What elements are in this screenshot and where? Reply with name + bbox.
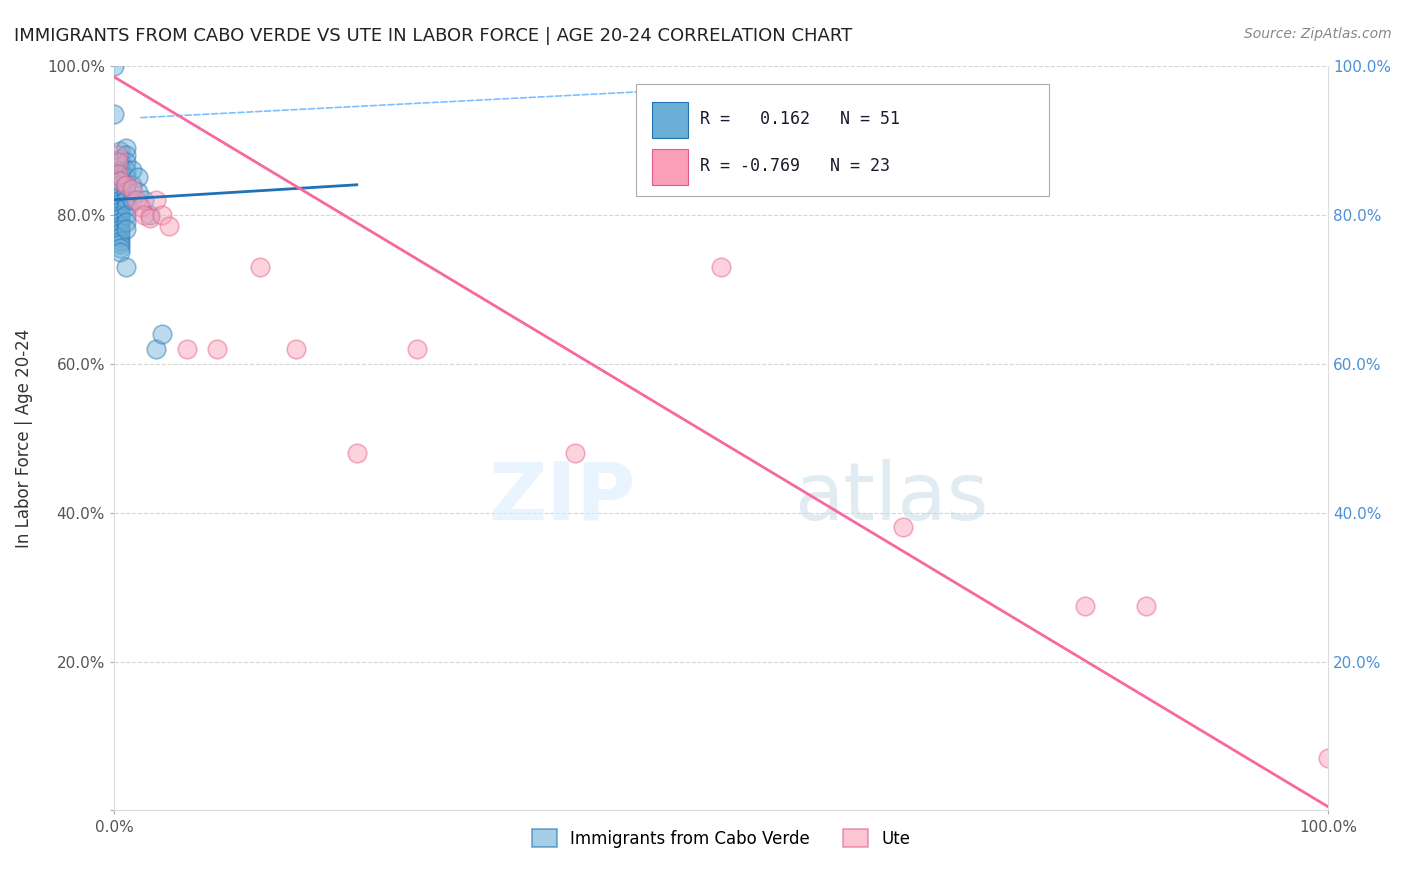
Point	[115, 155, 138, 169]
Point	[108, 186, 131, 200]
Point	[108, 200, 131, 214]
Point	[152, 208, 174, 222]
Text: ZIP: ZIP	[489, 458, 636, 537]
Text: IMMIGRANTS FROM CABO VERDE VS UTE IN LABOR FORCE | AGE 20-24 CORRELATION CHART: IMMIGRANTS FROM CABO VERDE VS UTE IN LAB…	[14, 27, 852, 45]
FancyBboxPatch shape	[652, 149, 689, 185]
Point	[108, 234, 131, 248]
Point	[115, 170, 138, 185]
Point	[121, 162, 143, 177]
Point	[1074, 599, 1097, 613]
Point	[115, 193, 138, 207]
Point	[115, 200, 138, 214]
Point	[115, 140, 138, 154]
Point	[115, 222, 138, 236]
Point	[108, 193, 131, 207]
Point	[108, 189, 131, 203]
Point	[103, 107, 125, 121]
Point	[285, 342, 308, 356]
Point	[1135, 599, 1157, 613]
Point	[108, 226, 131, 240]
Point	[346, 446, 368, 460]
Point	[121, 178, 143, 192]
Point	[145, 193, 167, 207]
Point	[108, 241, 131, 255]
Point	[108, 196, 131, 211]
Point	[108, 215, 131, 229]
Point	[125, 193, 148, 207]
Point	[564, 446, 586, 460]
Point	[115, 148, 138, 162]
Point	[107, 167, 129, 181]
Point	[134, 193, 156, 207]
Point	[1317, 751, 1340, 765]
Point	[249, 260, 271, 274]
Point	[891, 520, 914, 534]
Point	[108, 203, 131, 218]
Point	[108, 208, 131, 222]
Point	[157, 219, 180, 233]
Point	[108, 244, 131, 259]
Point	[108, 181, 131, 195]
Point	[103, 59, 125, 73]
Point	[134, 208, 156, 222]
Point	[115, 162, 138, 177]
Point	[115, 178, 138, 192]
Y-axis label: In Labor Force | Age 20-24: In Labor Force | Age 20-24	[15, 328, 32, 548]
Point	[176, 342, 198, 356]
FancyBboxPatch shape	[636, 84, 1049, 196]
Point	[108, 155, 131, 169]
Point	[115, 178, 138, 192]
Point	[115, 260, 138, 274]
Point	[108, 211, 131, 226]
Point	[108, 222, 131, 236]
Point	[108, 174, 131, 188]
Point	[108, 237, 131, 252]
Point	[139, 211, 162, 226]
Point	[108, 170, 131, 185]
Point	[108, 219, 131, 233]
Point	[108, 152, 131, 166]
Point	[107, 155, 129, 169]
Point	[108, 167, 131, 181]
Text: Source: ZipAtlas.com: Source: ZipAtlas.com	[1244, 27, 1392, 41]
Text: R =   0.162   N = 51: R = 0.162 N = 51	[700, 111, 900, 128]
FancyBboxPatch shape	[652, 102, 689, 138]
Point	[139, 208, 162, 222]
Point	[108, 230, 131, 244]
Text: R = -0.769   N = 23: R = -0.769 N = 23	[700, 157, 890, 175]
Point	[152, 326, 174, 341]
Point	[710, 260, 733, 274]
Point	[108, 162, 131, 177]
Point	[121, 193, 143, 207]
Point	[121, 181, 143, 195]
Point	[129, 200, 152, 214]
Point	[115, 215, 138, 229]
Point	[108, 174, 131, 188]
Text: atlas: atlas	[794, 458, 988, 537]
Point	[107, 148, 129, 162]
Point	[108, 178, 131, 192]
Point	[115, 208, 138, 222]
Point	[108, 145, 131, 159]
Point	[127, 186, 149, 200]
Point	[115, 186, 138, 200]
Point	[145, 342, 167, 356]
Point	[108, 159, 131, 173]
Point	[205, 342, 228, 356]
Legend: Immigrants from Cabo Verde, Ute: Immigrants from Cabo Verde, Ute	[524, 822, 917, 855]
Point	[127, 170, 149, 185]
Point	[406, 342, 429, 356]
